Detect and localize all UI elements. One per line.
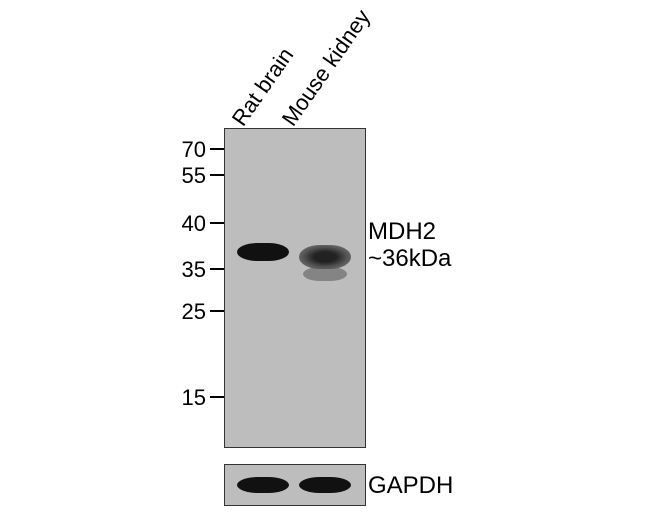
target-label-size: ~36kDa (368, 245, 451, 273)
band-mdh2-lane2-smear (303, 267, 347, 281)
mw-label-70: 70 (182, 137, 206, 163)
mw-label-55: 55 (182, 163, 206, 189)
mw-label-40: 40 (182, 211, 206, 237)
band-mdh2-lane1 (237, 243, 289, 261)
mw-label-35: 35 (182, 257, 206, 283)
main-blot-panel (224, 128, 366, 448)
mw-tick-15 (210, 396, 224, 398)
mw-tick-35 (210, 268, 224, 270)
mw-tick-25 (210, 310, 224, 312)
band-gapdh-lane2 (299, 477, 351, 493)
band-mdh2-lane2 (299, 245, 351, 269)
blot-figure: Rat brain Mouse kidney 70 55 40 35 25 15… (0, 0, 650, 520)
loading-blot-panel (224, 464, 366, 506)
mw-tick-55 (210, 174, 224, 176)
band-gapdh-lane1 (237, 477, 289, 493)
mw-tick-40 (210, 222, 224, 224)
mw-label-15: 15 (182, 385, 206, 411)
target-label-mdh2: MDH2 (368, 218, 436, 246)
mw-label-25: 25 (182, 299, 206, 325)
mw-tick-70 (210, 148, 224, 150)
target-label-gapdh: GAPDH (368, 472, 453, 500)
